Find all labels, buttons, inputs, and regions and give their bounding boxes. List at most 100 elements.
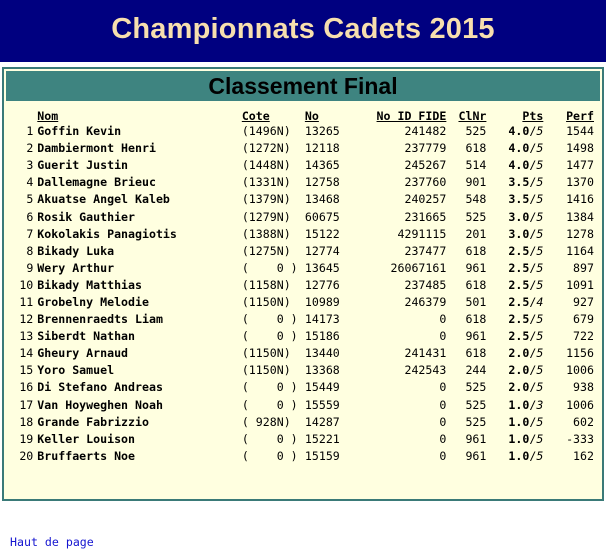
performance-cell: 1370 (566, 175, 594, 190)
points-cell: 1.0/5 (488, 431, 545, 448)
table-row: 3 Guerit Justin (1448N) 14365 245267 514 4.0/5… (10, 157, 596, 174)
club-number-cell: 514 (465, 158, 487, 173)
rating-cell: (1150N) (241, 363, 291, 378)
section-header: Classement Final (6, 71, 600, 101)
col-perf-header: Perf (566, 109, 594, 123)
back-to-top-link[interactable]: Haut de page (10, 535, 94, 549)
games-played: 5 (536, 175, 544, 190)
points-separator: / (529, 226, 537, 241)
rank-cell: 20 (19, 448, 34, 463)
table-row: 7 Kokolakis Panagiotis (1388N) 15122 4291115… (10, 226, 596, 243)
points-value: 2.5 (508, 329, 530, 344)
player-number-cell: 15159 (304, 448, 340, 463)
points-separator: / (529, 414, 537, 429)
club-number-cell: 244 (465, 363, 487, 378)
games-played: 5 (536, 277, 544, 292)
fide-id-cell: 0 (439, 329, 447, 344)
player-number-cell: 13645 (304, 260, 340, 275)
club-number-cell: 501 (465, 294, 487, 309)
games-played: 5 (536, 141, 544, 156)
points-value: 4.0 (508, 124, 530, 139)
games-played: 5 (536, 226, 544, 241)
points-cell: 3.0/5 (488, 226, 545, 243)
games-played: 5 (536, 431, 544, 446)
rating-cell: ( 0 ) (241, 329, 298, 344)
points-value: 2.0 (508, 346, 530, 361)
rank-cell: 8 (26, 243, 34, 258)
table-row: 14 Gheury Arnaud (1150N) 13440 241431 618 2.0/… (10, 345, 596, 362)
performance-cell: 162 (573, 448, 594, 463)
player-name-cell: Grande Fabrizzio (37, 414, 149, 429)
rating-cell: (1448N) (241, 158, 291, 173)
player-name-cell: Rosik Gauthier (37, 209, 136, 224)
col-rank-header (10, 109, 35, 123)
rating-cell: ( 0 ) (241, 380, 298, 395)
points-cell: 1.0/3 (488, 397, 545, 414)
points-value: 2.5 (508, 260, 530, 275)
rank-cell: 12 (19, 312, 34, 327)
table-header-row: Nom Cote No No ID FIDE ClNr Pts Perf (10, 109, 596, 123)
rating-cell: ( 928N) (241, 414, 291, 429)
player-name-cell: Akuatse Angel Kaleb (37, 192, 170, 207)
performance-cell: 1544 (566, 124, 594, 139)
points-value: 2.0 (508, 363, 530, 378)
rank-cell: 10 (19, 277, 34, 292)
points-value: 2.0 (508, 380, 530, 395)
games-played: 5 (536, 312, 544, 327)
player-name-cell: Bruffaerts Noe (37, 448, 136, 463)
player-name-cell: Yoro Samuel (37, 363, 115, 378)
rank-cell: 11 (19, 294, 34, 309)
points-value: 2.5 (508, 277, 530, 292)
games-played: 4 (536, 294, 544, 309)
rank-cell: 14 (19, 346, 34, 361)
col-pts-header: Pts (522, 109, 544, 123)
performance-cell: 1091 (566, 277, 594, 292)
col-fide-header: No ID FIDE (376, 109, 447, 123)
fide-id-cell: 237760 (404, 175, 447, 190)
rank-cell: 4 (26, 175, 34, 190)
rating-cell: (1150N) (241, 346, 291, 361)
rank-cell: 15 (19, 363, 34, 378)
player-name-cell: Dambiermont Henri (37, 141, 156, 156)
performance-cell: 1416 (566, 192, 594, 207)
fide-id-cell: 0 (439, 414, 447, 429)
fide-id-cell: 241482 (404, 124, 447, 139)
performance-cell: 1477 (566, 158, 594, 173)
rank-cell: 6 (26, 209, 34, 224)
points-cell: 2.5/4 (488, 294, 545, 311)
points-value: 1.0 (508, 414, 530, 429)
col-clnr-header: ClNr (458, 109, 487, 123)
table-row: 16 Di Stefano Andreas( 0 ) 15449 0 525 2.0/5 9… (10, 379, 596, 396)
points-value: 1.0 (508, 431, 530, 446)
points-cell: 1.0/5 (488, 448, 545, 465)
table-row: 8 Bikady Luka (1275N) 12774 237477 618 2.5/5 11… (10, 243, 596, 260)
points-cell: 2.5/5 (488, 311, 545, 328)
performance-cell: 1278 (566, 226, 594, 241)
points-value: 1.0 (508, 397, 530, 412)
player-number-cell: 13440 (304, 346, 340, 361)
points-value: 2.5 (508, 243, 530, 258)
points-separator: / (529, 141, 537, 156)
club-number-cell: 961 (465, 260, 487, 275)
performance-cell: 679 (573, 312, 594, 327)
games-played: 5 (536, 124, 544, 139)
club-number-cell: 961 (465, 448, 487, 463)
club-number-cell: 201 (465, 226, 487, 241)
player-name-cell: Di Stefano Andreas (37, 380, 163, 395)
club-number-cell: 525 (465, 397, 487, 412)
points-cell: 2.0/5 (488, 362, 545, 379)
performance-cell: 1156 (566, 346, 594, 361)
points-separator: / (529, 124, 537, 139)
points-separator: / (529, 380, 537, 395)
col-cote-header: Cote (241, 109, 270, 123)
player-number-cell: 12774 (304, 243, 340, 258)
rating-cell: (1272N) (241, 141, 291, 156)
performance-cell: 1498 (566, 141, 594, 156)
rank-cell: 13 (19, 329, 34, 344)
player-number-cell: 10989 (304, 294, 340, 309)
performance-cell: 897 (573, 260, 594, 275)
col-no-header: No (304, 109, 319, 123)
page-title: Championnats Cadets 2015 (111, 12, 495, 45)
rating-cell: (1331N) (241, 175, 291, 190)
points-cell: 2.0/5 (488, 345, 545, 362)
